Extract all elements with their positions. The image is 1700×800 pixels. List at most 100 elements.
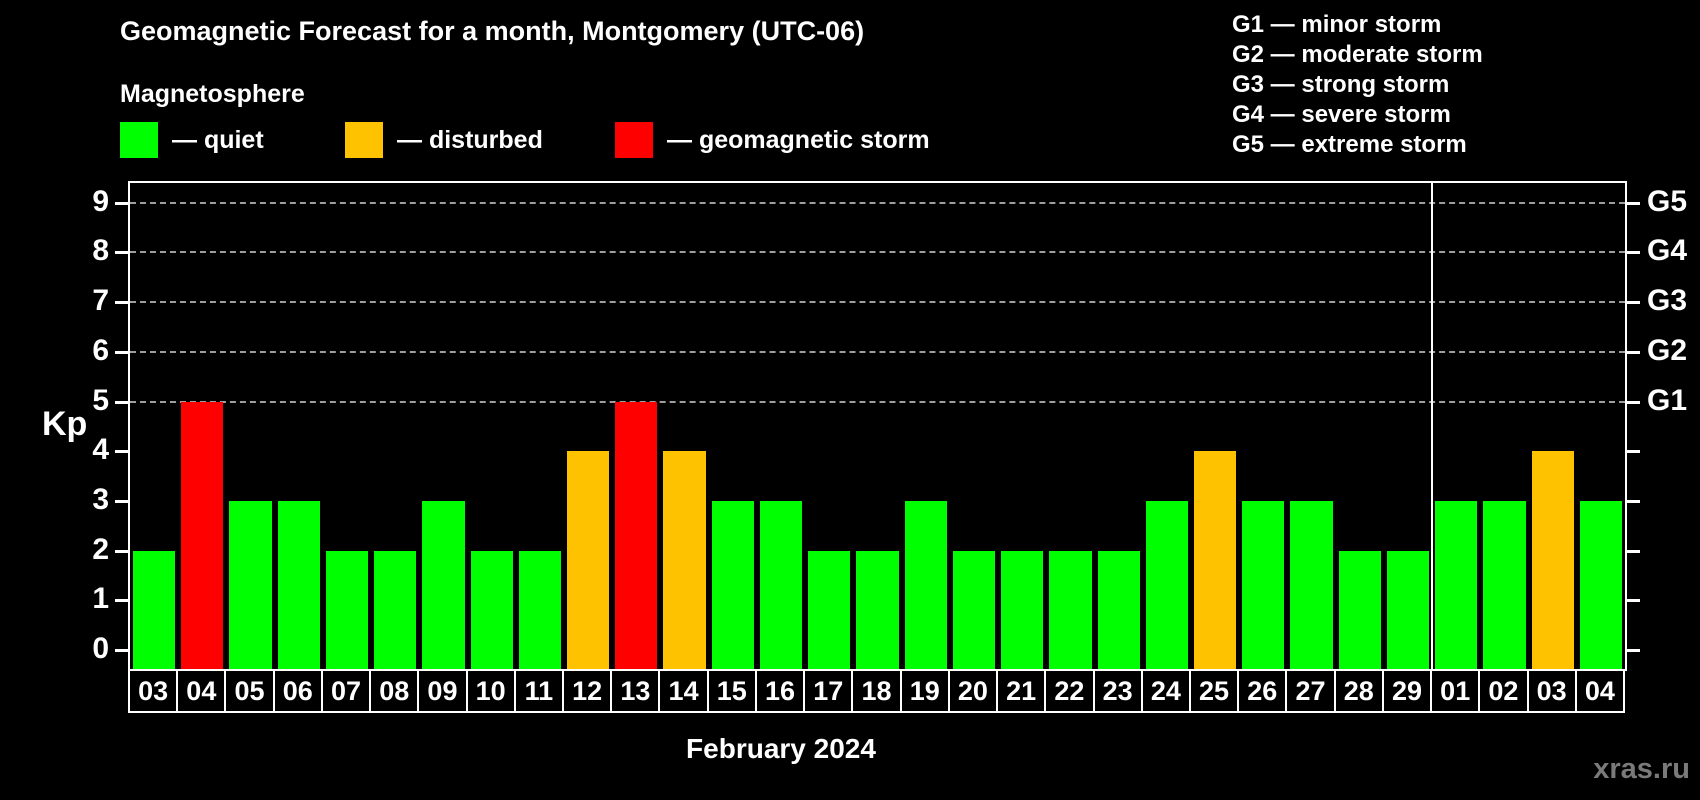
- right-tick-mark-6: [1627, 350, 1640, 354]
- gridline-kp-9: [130, 201, 1625, 204]
- day-label-03: 03: [1526, 669, 1577, 713]
- kp-bar-day-17: [808, 550, 851, 669]
- day-label-03: 03: [128, 669, 179, 713]
- y-tick-mark-3: [115, 499, 128, 503]
- month-separator-line: [1431, 183, 1434, 669]
- g-scale-item-g5: G5 — extreme storm: [1232, 131, 1467, 158]
- legend-item-disturbed: — disturbed: [345, 122, 543, 158]
- kp-bar-day-23: [1097, 550, 1140, 669]
- kp-bar-day-20: [952, 550, 996, 669]
- g-tick-label-g3: G3: [1647, 284, 1688, 318]
- kp-bar-day-03: [1531, 451, 1574, 669]
- disturbed-swatch-icon: [345, 122, 383, 158]
- y-tick-label-4: 4: [92, 433, 109, 467]
- day-label-02: 02: [1478, 669, 1529, 713]
- day-label-22: 22: [1044, 669, 1095, 713]
- right-tick-mark-2: [1627, 549, 1640, 553]
- day-label-13: 13: [610, 669, 661, 713]
- right-tick-mark-9: [1627, 201, 1640, 205]
- gridline-kp-7: [130, 301, 1625, 304]
- kp-bar-day-04: [181, 401, 224, 669]
- kp-bar-day-10: [470, 550, 513, 669]
- day-label-01: 01: [1430, 669, 1481, 713]
- y-tick-label-8: 8: [92, 234, 109, 268]
- right-tick-mark-5: [1627, 400, 1640, 404]
- kp-bar-day-05: [229, 500, 272, 669]
- day-label-24: 24: [1140, 669, 1191, 713]
- gridline-kp-8: [130, 251, 1625, 254]
- g-tick-label-g1: G1: [1647, 383, 1688, 417]
- kp-bar-day-02: [1483, 500, 1526, 669]
- right-tick-mark-8: [1627, 251, 1640, 255]
- quiet-swatch-icon: [120, 122, 158, 158]
- y-tick-mark-8: [115, 251, 128, 255]
- day-label-29: 29: [1381, 669, 1433, 713]
- day-label-18: 18: [851, 669, 902, 713]
- watermark: xras.ru: [1593, 753, 1690, 785]
- day-label-23: 23: [1092, 669, 1143, 713]
- y-tick-mark-7: [115, 301, 128, 305]
- y-tick-label-1: 1: [92, 582, 109, 616]
- kp-bar-day-22: [1049, 550, 1092, 669]
- day-label-04: 04: [1574, 669, 1625, 713]
- kp-bar-day-25: [1193, 451, 1237, 669]
- kp-bar-day-14: [663, 451, 706, 669]
- g-scale-legend: G1 — minor storm G2 — moderate storm G3 …: [1232, 10, 1483, 160]
- legend-label-disturbed: — disturbed: [397, 125, 543, 154]
- y-tick-mark-9: [115, 201, 128, 205]
- g-scale-item-g2: G2 — moderate storm: [1232, 41, 1483, 68]
- month-label: February 2024: [686, 733, 876, 764]
- legend-item-storm: — geomagnetic storm: [615, 122, 930, 158]
- gridline-kp-6: [130, 350, 1625, 353]
- g-scale-item-g4: G4 — severe storm: [1232, 101, 1451, 128]
- legend-label-quiet: — quiet: [172, 125, 264, 154]
- kp-bar-day-24: [1145, 500, 1188, 669]
- day-label-20: 20: [947, 669, 999, 713]
- right-tick-mark-1: [1627, 599, 1640, 603]
- right-tick-mark-0: [1627, 649, 1640, 652]
- legend-item-quiet: — quiet: [120, 122, 264, 158]
- kp-bar-day-04: [1579, 500, 1622, 669]
- kp-bar-day-03: [133, 550, 176, 669]
- day-label-16: 16: [754, 669, 806, 713]
- day-label-04: 04: [176, 669, 227, 713]
- kp-bar-day-28: [1338, 550, 1381, 669]
- day-label-09: 09: [417, 669, 468, 713]
- subtitle-magnetosphere: Magnetosphere: [120, 80, 305, 108]
- g-tick-label-g5: G5: [1647, 184, 1688, 218]
- g-scale-item-g3: G3 — strong storm: [1232, 71, 1450, 98]
- day-labels-row: 03 04 05 06 07 08 09 10 11 12 13 14 15 16 17 18 19 20 21 22…: [128, 669, 1625, 715]
- day-label-14: 14: [658, 669, 709, 713]
- gridline-kp-5: [130, 400, 1625, 403]
- day-label-08: 08: [369, 669, 420, 713]
- kp-bar-day-11: [518, 550, 562, 669]
- g-tick-label-g2: G2: [1647, 333, 1688, 367]
- plot-area: [128, 181, 1627, 671]
- storm-swatch-icon: [615, 122, 653, 158]
- day-label-17: 17: [803, 669, 854, 713]
- day-label-07: 07: [320, 669, 372, 713]
- kp-bar-day-06: [277, 500, 320, 669]
- day-label-27: 27: [1285, 669, 1336, 713]
- kp-bar-day-08: [374, 550, 417, 669]
- day-label-21: 21: [996, 669, 1047, 713]
- kp-axis-label: Kp: [42, 405, 88, 443]
- day-label-26: 26: [1237, 669, 1288, 713]
- kp-bar-day-26: [1242, 500, 1285, 669]
- y-tick-label-6: 6: [92, 333, 109, 367]
- day-label-25: 25: [1188, 669, 1240, 713]
- day-label-15: 15: [706, 669, 757, 713]
- y-tick-mark-6: [115, 350, 128, 354]
- kp-bar-day-21: [1001, 550, 1044, 669]
- y-tick-label-7: 7: [92, 284, 109, 318]
- kp-bar-day-12: [567, 451, 610, 669]
- day-label-10: 10: [465, 669, 516, 713]
- day-label-05: 05: [224, 669, 275, 713]
- day-label-12: 12: [562, 669, 613, 713]
- kp-bar-day-01: [1435, 500, 1478, 669]
- kp-bar-day-27: [1290, 500, 1333, 669]
- kp-bar-day-19: [904, 500, 947, 669]
- y-tick-label-0: 0: [92, 632, 109, 665]
- day-label-06: 06: [272, 669, 323, 713]
